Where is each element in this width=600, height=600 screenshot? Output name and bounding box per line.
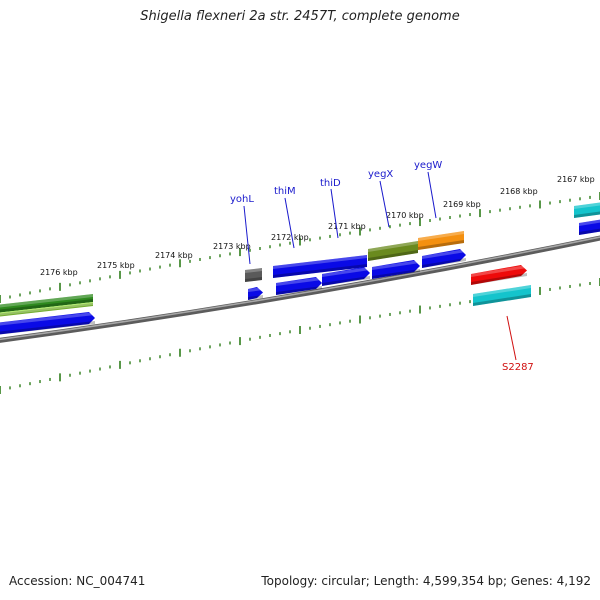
leader-line-yegX xyxy=(379,180,390,228)
gene-yohL xyxy=(245,268,262,282)
tick-label: 2168 kbp xyxy=(500,187,538,196)
gene-green-light-body xyxy=(0,302,93,317)
gene-right-cds-shade xyxy=(579,228,600,235)
gene-label-thiD: thiD xyxy=(320,178,341,189)
gene-thiM-shine xyxy=(273,255,367,269)
backbone-highlight xyxy=(0,236,600,341)
gene-cds-left-body xyxy=(0,312,95,335)
leader-line-yohL xyxy=(243,205,251,265)
gene-label-S2287: S2287 xyxy=(502,362,534,373)
leader-line-S2287 xyxy=(506,315,517,361)
gene-yegX xyxy=(368,241,418,261)
gene-label-yohL: yohL xyxy=(230,194,254,205)
gene-yegW-cds-shine xyxy=(422,249,466,259)
gene-thiM-2 xyxy=(276,277,322,295)
accession-text: Accession: NC_004741 xyxy=(9,574,146,588)
gene-right-teal-shade xyxy=(574,211,600,218)
tick-label: 2170 kbp xyxy=(386,211,424,220)
gene-yegX-cds xyxy=(372,260,420,279)
gene-right-teal xyxy=(574,202,600,218)
gene-yegX-shine xyxy=(368,241,418,252)
gene-right-teal-body xyxy=(574,202,600,218)
gene-cds-left xyxy=(0,312,95,335)
gene-green-dark-body xyxy=(0,294,93,313)
gene-thiM-shade xyxy=(273,264,367,278)
gene-label-thiM: thiM xyxy=(274,186,296,197)
gene-right-teal-shine xyxy=(574,202,600,209)
gene-thiM-2-body xyxy=(276,277,322,295)
gene-right-cds xyxy=(579,219,600,235)
tick-marks xyxy=(0,192,600,394)
gene-thiM xyxy=(273,255,367,278)
gene-yegW-shine xyxy=(418,231,464,241)
gene-thiM-2-shine xyxy=(276,277,322,286)
gene-label-yegW: yegW xyxy=(414,160,442,171)
backbone xyxy=(0,235,600,343)
gene-green-light-shade xyxy=(0,303,93,317)
gene-yohL-shade xyxy=(245,277,262,282)
gene-S2287-teal-shine xyxy=(473,285,531,297)
gene-S2287-teal-shade xyxy=(473,294,531,306)
gene-S2287-red-shade xyxy=(471,273,527,285)
gene-yegX-cds-body xyxy=(372,260,420,279)
gene-yegW-body xyxy=(418,231,464,250)
gene-thiM-body xyxy=(273,255,367,278)
gene-green-light-shine xyxy=(0,302,93,316)
gene-green-dark-shade xyxy=(0,299,93,313)
backbone-arc xyxy=(0,235,600,343)
gene-right-cds-shine xyxy=(579,219,600,226)
gene-label-yegX: yegX xyxy=(368,169,393,180)
gene-green-dark-shine xyxy=(0,294,93,308)
gene-green-dark xyxy=(0,294,93,313)
gene-yegX-body xyxy=(368,241,418,261)
gene-yohL-body xyxy=(245,268,262,282)
labels: 2176 kbp 2175 kbp 2174 kbp 2173 kbp 2172 kbp… xyxy=(40,160,595,373)
gene-yohL-cds xyxy=(248,287,263,300)
gene-S2287-red-body xyxy=(471,265,527,285)
gene-thiD-shade xyxy=(322,276,370,286)
tick-label: 2174 kbp xyxy=(155,251,193,260)
gene-cds-left-shine xyxy=(0,312,95,326)
gene-yohL-cds-shine xyxy=(248,287,263,292)
gene-yegX-cds-shade xyxy=(372,269,420,279)
gene-S2287-red xyxy=(471,265,527,285)
tick-label: 2176 kbp xyxy=(40,268,78,277)
features xyxy=(0,202,600,335)
tick-label: 2173 kbp xyxy=(213,242,251,251)
gene-yegW-cds-shade xyxy=(422,258,466,268)
tick-label: 2167 kbp xyxy=(557,175,595,184)
gene-yegW xyxy=(418,231,464,250)
gene-S2287-teal xyxy=(473,285,531,306)
gene-thiD xyxy=(322,267,370,286)
leader-line-thiM xyxy=(284,197,295,249)
gene-yohL-shine xyxy=(245,268,262,273)
gene-thiD-shine xyxy=(322,267,370,277)
tick-label: 2171 kbp xyxy=(328,222,366,231)
gene-right-cds-body xyxy=(579,219,600,235)
gene-yohL-cds-body xyxy=(248,287,263,300)
tick-label: 2172 kbp xyxy=(271,233,309,242)
gene-cds-left-shade xyxy=(0,321,95,335)
gene-S2287-teal-body xyxy=(473,285,531,306)
gene-yegW-cds xyxy=(422,249,466,268)
leader-line-thiD xyxy=(330,188,339,239)
gene-thiM-2-shade xyxy=(276,286,322,295)
gene-yohL-cds-shade xyxy=(248,295,263,300)
gene-yegX-shade xyxy=(368,250,418,261)
gene-yegW-shade xyxy=(418,240,464,250)
tick-label: 2169 kbp xyxy=(443,200,481,209)
gene-S2287-red-shine xyxy=(471,265,527,277)
gene-yegX-cds-shine xyxy=(372,260,420,270)
genome-summary-text: Topology: circular; Length: 4,599,354 bp… xyxy=(261,574,591,588)
gene-thiD-body xyxy=(322,267,370,286)
gene-yegW-cds-body xyxy=(422,249,466,268)
leader-line-yegW xyxy=(427,171,437,219)
tick-label: 2175 kbp xyxy=(97,261,135,270)
gene-green-light xyxy=(0,302,93,317)
map-title: Shigella flexneri 2a str. 2457T, complet… xyxy=(140,9,460,24)
